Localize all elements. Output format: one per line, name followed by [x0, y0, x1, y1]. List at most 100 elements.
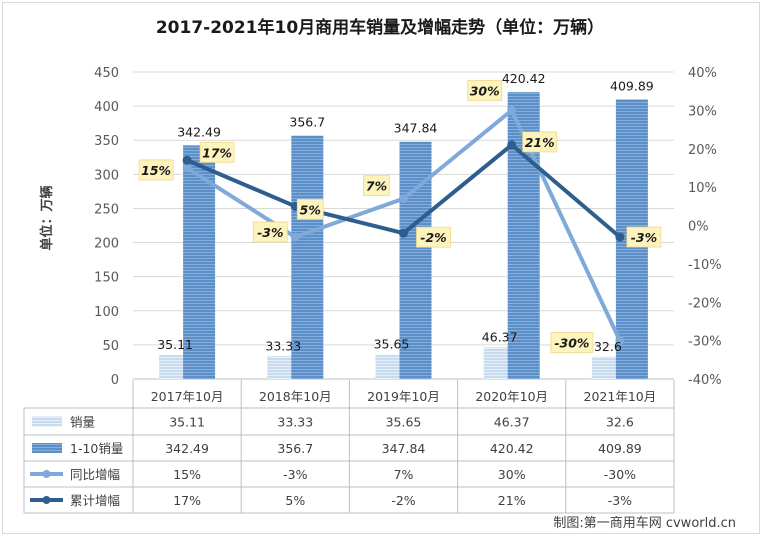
bar-data-label: 32.6: [594, 339, 622, 354]
table-cell: 17%: [173, 493, 201, 508]
y2-tick-label: -30%: [688, 335, 722, 350]
bar-data-label: 35.65: [374, 337, 410, 352]
table-cell: 46.37: [494, 415, 530, 430]
table-cell: 347.84: [382, 441, 426, 456]
y-tick-label: 200: [94, 237, 119, 252]
y2-tick-label: -10%: [688, 258, 722, 273]
line-label-box: [252, 221, 288, 243]
line-point: [399, 194, 408, 204]
y-tick-label: 300: [94, 168, 119, 183]
bar-data-label: 46.37: [482, 329, 518, 344]
line-point: [615, 336, 625, 346]
table-cell: 420.42: [490, 441, 534, 456]
y-tick-label: 0: [111, 373, 119, 388]
table-cell: 35.11: [169, 415, 205, 430]
table-cell: -3%: [608, 493, 632, 508]
line-label-box: [467, 79, 503, 101]
x-tick-label: 2017年10月: [151, 389, 224, 404]
table-cell: 30%: [498, 467, 526, 482]
y-tick-label: 450: [94, 66, 119, 81]
line-label-box: [363, 175, 390, 197]
x-tick-label: 2021年10月: [584, 389, 657, 404]
table-cell: 21%: [498, 493, 526, 508]
line-label-box: [296, 198, 324, 220]
table-cell: 409.89: [598, 441, 642, 456]
bars: [159, 92, 648, 380]
y-tick-label: 50: [102, 339, 119, 354]
line-label-box: [138, 159, 174, 181]
bar-data-label: 342.49: [177, 124, 221, 139]
legend-marker: [42, 470, 51, 478]
data-labels: 35.11 33.33 35.65 46.37 32.6 342.49 356.7 347.8…: [138, 71, 662, 354]
table-cell: 35.65: [386, 415, 422, 430]
y2-tick-label: 10%: [688, 181, 717, 196]
line-data-label: 30%: [470, 83, 500, 98]
line-data-label: -3%: [257, 225, 283, 240]
axes: 0 50 100 150 200 250 300 350 400 450 -40% -30% -20% -…: [94, 66, 721, 388]
y-tick-label: 250: [94, 202, 119, 217]
line-label-box: [626, 226, 662, 248]
line-data-label: 15%: [141, 163, 171, 178]
line-label-box: [199, 141, 235, 163]
bar-data-label: 420.42: [502, 71, 546, 86]
bar-data-label: 356.7: [289, 115, 325, 130]
table-cell: -2%: [391, 493, 415, 508]
y-tick-label: 350: [94, 134, 119, 149]
bar-ytd-sales: [291, 135, 324, 379]
line-data-label: 5%: [300, 202, 321, 217]
table-cell: -30%: [604, 467, 636, 482]
bar-data-label: 33.33: [265, 338, 301, 353]
line-point: [182, 155, 192, 165]
line-data-label: -2%: [420, 230, 446, 245]
legend-label: 累计增幅: [70, 493, 120, 508]
legend-swatch: [32, 416, 62, 427]
x-tick-label: 2018年10月: [259, 389, 332, 404]
bar-data-label: 347.84: [394, 121, 438, 136]
line-point: [507, 140, 517, 150]
line-data-label: 21%: [525, 135, 555, 150]
y2-tick-label: 0%: [688, 220, 709, 235]
x-tick-label: 2019年10月: [367, 389, 440, 404]
table-cell: 342.49: [165, 441, 209, 456]
x-tick-label: 2020年10月: [475, 389, 548, 404]
y2-tick-label: 30%: [688, 104, 717, 119]
legend-swatch: [32, 443, 62, 453]
line-data-label: 17%: [202, 145, 232, 160]
line-data-label: 7%: [366, 179, 387, 194]
table-cell: 5%: [285, 493, 305, 508]
line-point: [507, 105, 517, 115]
legend-label: 1-10销量: [70, 441, 123, 456]
line-point: [399, 228, 408, 238]
legend-label: 同比增幅: [70, 467, 120, 482]
line-data-label: -30%: [554, 336, 589, 351]
table-cell: 7%: [394, 467, 414, 482]
line-point: [290, 232, 300, 242]
legend-label: 销量: [70, 415, 95, 430]
data-table: 2017年10月 2018年10月 2019年10月 2020年10月 2021年10月…: [23, 380, 675, 514]
y-axis-label: 单位：万辆: [39, 185, 55, 250]
y2-tick-label: -20%: [688, 296, 722, 311]
bar-data-label: 35.11: [157, 337, 193, 352]
y-tick-label: 400: [94, 100, 119, 115]
y2-tick-label: 40%: [688, 66, 717, 81]
table-cell: 15%: [173, 467, 201, 482]
line-data-label: -3%: [631, 230, 657, 245]
y2-tick-label: 20%: [688, 143, 717, 158]
line-point: [182, 163, 192, 173]
line-label-box: [550, 332, 594, 354]
y2-tick-label: -40%: [688, 373, 722, 388]
y-tick-label: 150: [94, 271, 119, 286]
chart-title: 2017-2021年10月商用车销量及增幅走势（单位：万辆）: [156, 17, 604, 38]
source-note: 制图:第一商用车网 cvworld.cn: [553, 515, 736, 531]
table-cell: 32.6: [606, 415, 634, 430]
line-point: [615, 232, 625, 242]
y-tick-label: 100: [94, 305, 119, 320]
table-cell: 33.33: [277, 415, 313, 430]
legend-marker: [42, 496, 51, 504]
line-label-box: [522, 131, 558, 153]
table-cell: 356.7: [277, 441, 313, 456]
line-series: [182, 105, 625, 346]
bar-data-label: 409.89: [610, 78, 654, 93]
